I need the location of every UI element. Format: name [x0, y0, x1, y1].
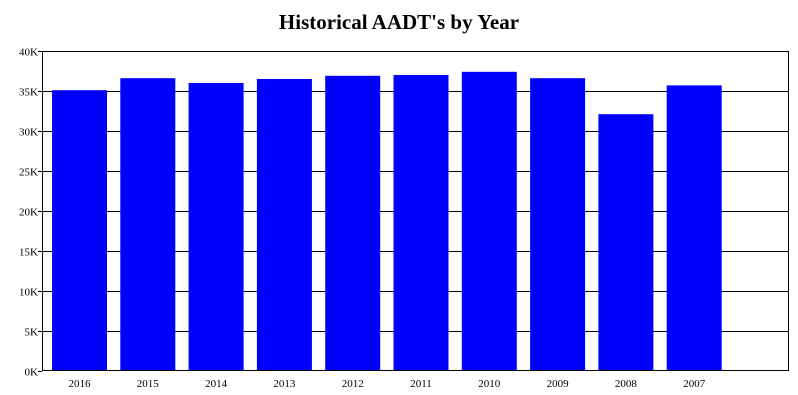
- x-tick-label: 2016: [69, 378, 92, 390]
- x-tick-label: 2014: [205, 378, 228, 390]
- y-tick-label: 15K: [19, 247, 38, 259]
- bar-2011: [393, 75, 449, 371]
- bars: [52, 71, 722, 372]
- plot-border: [42, 51, 789, 371]
- x-tick-label: 2007: [683, 378, 706, 390]
- bar-2015: [120, 78, 176, 371]
- x-axis-ticks: 2016 2015 2014 2013 2012 2011 2010 2009 2008 2007: [69, 378, 706, 390]
- x-tick-label: 2011: [410, 378, 432, 390]
- chart-title: Historical AADT's by Year: [278, 10, 520, 34]
- bar-2009: [530, 78, 586, 371]
- x-tick-label: 2009: [547, 378, 570, 390]
- bar-2013: [256, 79, 312, 371]
- y-axis-ticks: 0K 5K 10K 15K 20K 25K 30K 35K 40K: [19, 47, 42, 379]
- y-tick-label: 20K: [19, 207, 38, 219]
- bar-2016: [52, 90, 107, 371]
- x-tick-label: 2013: [273, 378, 296, 390]
- y-tick-label: 40K: [19, 47, 38, 59]
- x-tick-label: 2008: [615, 378, 638, 390]
- plot-frame: [42, 51, 789, 371]
- bar-2010: [461, 71, 517, 372]
- bar-2014: [188, 83, 244, 371]
- bar-2007: [666, 85, 722, 372]
- bar-2008: [598, 114, 654, 371]
- x-tick-label: 2010: [478, 378, 501, 390]
- y-tick-label: 35K: [19, 87, 38, 99]
- y-tick-label: 10K: [19, 287, 38, 299]
- y-tick-label: 0K: [25, 367, 39, 379]
- bar-2012: [325, 75, 381, 372]
- y-tick-label: 25K: [19, 167, 38, 179]
- x-tick-label: 2015: [137, 378, 160, 390]
- y-tick-label: 30K: [19, 127, 38, 139]
- x-tick-label: 2012: [342, 378, 364, 390]
- y-tick-label: 5K: [25, 327, 39, 339]
